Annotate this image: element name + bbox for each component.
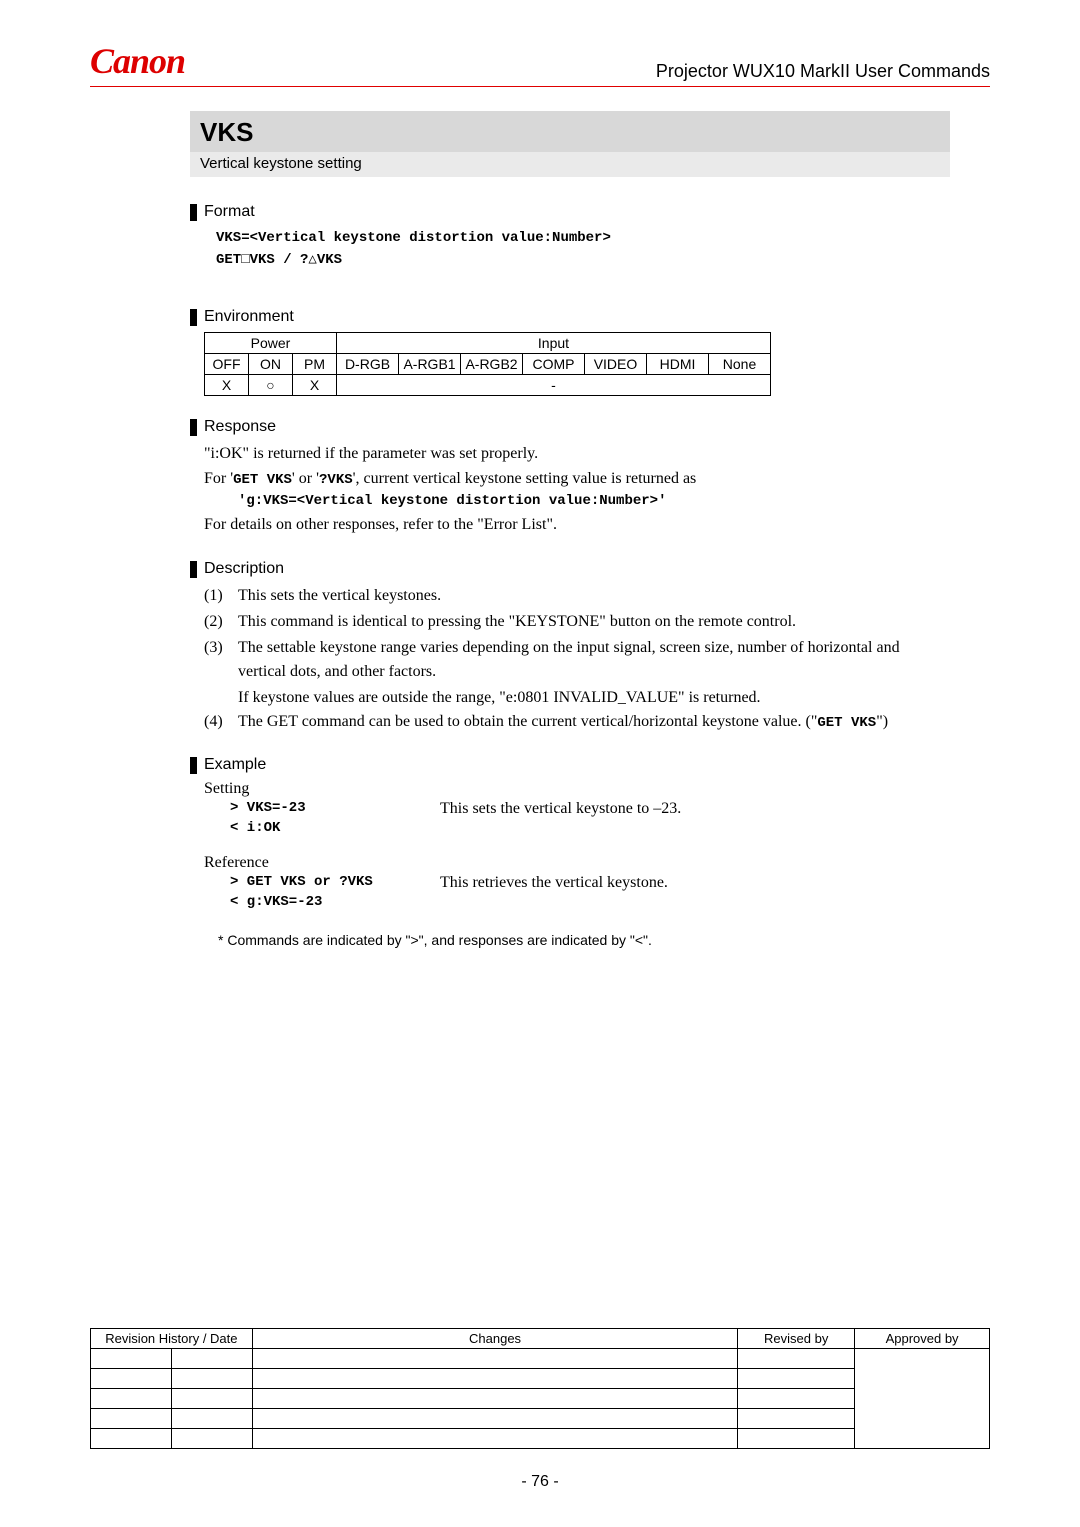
format-block: VKS=<Vertical keystone distortion value:… <box>190 227 950 272</box>
example-ref-resp-line: < g:VKS=-23 <box>204 894 950 910</box>
desc-item-3b: If keystone values are outside the range… <box>238 686 950 710</box>
env-val-input: - <box>337 374 771 395</box>
section-environment-heading: Environment <box>190 308 950 326</box>
env-val-pm: X <box>293 374 337 395</box>
example-ref-resp: < g:VKS=-23 <box>230 894 440 910</box>
page-number: - 76 - <box>0 1473 1080 1491</box>
response-line-4: For details on other responses, refer to… <box>204 513 950 538</box>
env-col-video: VIDEO <box>585 353 647 374</box>
desc-text-4a: The GET command can be used to obtain th… <box>238 713 817 730</box>
env-col-drgb: D-RGB <box>337 353 399 374</box>
example-set-resp-line: < i:OK <box>204 820 950 836</box>
command-title: VKS <box>200 117 940 148</box>
env-input-header: Input <box>337 332 771 353</box>
desc-text-3: The settable keystone range varies depen… <box>238 636 950 684</box>
format-line-2: GET□VKS / ?△VKS <box>216 249 950 271</box>
response-line-1: "i:OK" is returned if the parameter was … <box>204 442 950 467</box>
response-block: "i:OK" is returned if the parameter was … <box>190 442 950 538</box>
rev-h2: Changes <box>252 1329 737 1349</box>
example-set-cmd: > VKS=-23 <box>230 800 440 818</box>
example-set-line: > VKS=-23 This sets the vertical keyston… <box>204 800 950 818</box>
env-col-argb1: A-RGB1 <box>399 353 461 374</box>
desc-item-1: (1) This sets the vertical keystones. <box>204 584 950 608</box>
rev-h4: Approved by <box>855 1329 990 1349</box>
desc-num-4: (4) <box>204 710 238 734</box>
desc-text-1: This sets the vertical keystones. <box>238 584 950 608</box>
example-set-resp: < i:OK <box>230 820 440 836</box>
document-title: Projector WUX10 MarkII User Commands <box>656 61 990 82</box>
rev-h3: Revised by <box>738 1329 855 1349</box>
response-line-2b: GET VKS <box>233 472 292 488</box>
desc-text-4: The GET command can be used to obtain th… <box>238 710 950 734</box>
table-row <box>91 1349 990 1369</box>
desc-item-2: (2) This command is identical to pressin… <box>204 610 950 634</box>
response-line-2c: ' or ' <box>292 470 319 487</box>
response-line-2d: ?VKS <box>319 472 353 488</box>
desc-num-1: (1) <box>204 584 238 608</box>
env-col-none: None <box>709 353 771 374</box>
revision-table: Revision History / Date Changes Revised … <box>90 1328 990 1449</box>
example-ref-cmd: > GET VKS or ?VKS <box>230 874 440 892</box>
response-line-3: 'g:VKS=<Vertical keystone distortion val… <box>204 491 950 513</box>
response-line-2: For 'GET VKS' or '?VKS', current vertica… <box>204 467 950 492</box>
environment-table: Power Input OFF ON PM D-RGB A-RGB1 A-RGB… <box>204 332 771 396</box>
command-title-bar: VKS <box>190 111 950 152</box>
page-header: Canon Projector WUX10 MarkII User Comman… <box>90 40 990 87</box>
response-line-2a: For ' <box>204 470 233 487</box>
env-val-off: X <box>205 374 249 395</box>
desc-num-3: (3) <box>204 636 238 684</box>
env-power-header: Power <box>205 332 337 353</box>
env-col-on: ON <box>249 353 293 374</box>
desc-text-2: This command is identical to pressing th… <box>238 610 950 634</box>
env-col-off: OFF <box>205 353 249 374</box>
section-format-heading: Format <box>190 203 950 221</box>
desc-num-2: (2) <box>204 610 238 634</box>
env-col-comp: COMP <box>523 353 585 374</box>
example-ref-line: > GET VKS or ?VKS This retrieves the ver… <box>204 874 950 892</box>
example-block: Setting > VKS=-23 This sets the vertical… <box>190 780 950 948</box>
example-ref-note: This retrieves the vertical keystone. <box>440 874 668 892</box>
content-area: VKS Vertical keystone setting Format VKS… <box>90 111 990 948</box>
section-response-heading: Response <box>190 418 950 436</box>
desc-item-3: (3) The settable keystone range varies d… <box>204 636 950 684</box>
desc-text-4b: ") <box>876 713 888 730</box>
rev-h1: Revision History / Date <box>91 1329 253 1349</box>
desc-text-4-mono: GET VKS <box>817 715 876 731</box>
env-col-hdmi: HDMI <box>647 353 709 374</box>
env-col-argb2: A-RGB2 <box>461 353 523 374</box>
response-line-2e: ', current vertical keystone setting val… <box>353 470 697 487</box>
example-reference-label: Reference <box>204 854 950 872</box>
example-set-note: This sets the vertical keystone to –23. <box>440 800 681 818</box>
example-setting-label: Setting <box>204 780 950 798</box>
command-subtitle-bar: Vertical keystone setting <box>190 152 950 177</box>
section-example-heading: Example <box>190 756 950 774</box>
brand-logo: Canon <box>90 40 185 82</box>
env-col-pm: PM <box>293 353 337 374</box>
section-description-heading: Description <box>190 560 950 578</box>
env-val-on: ○ <box>249 374 293 395</box>
command-subtitle: Vertical keystone setting <box>200 155 362 172</box>
format-line-1: VKS=<Vertical keystone distortion value:… <box>216 227 950 249</box>
example-footnote: * Commands are indicated by ">", and res… <box>204 932 950 948</box>
description-list: (1) This sets the vertical keystones. (2… <box>190 584 950 734</box>
desc-item-4: (4) The GET command can be used to obtai… <box>204 710 950 734</box>
